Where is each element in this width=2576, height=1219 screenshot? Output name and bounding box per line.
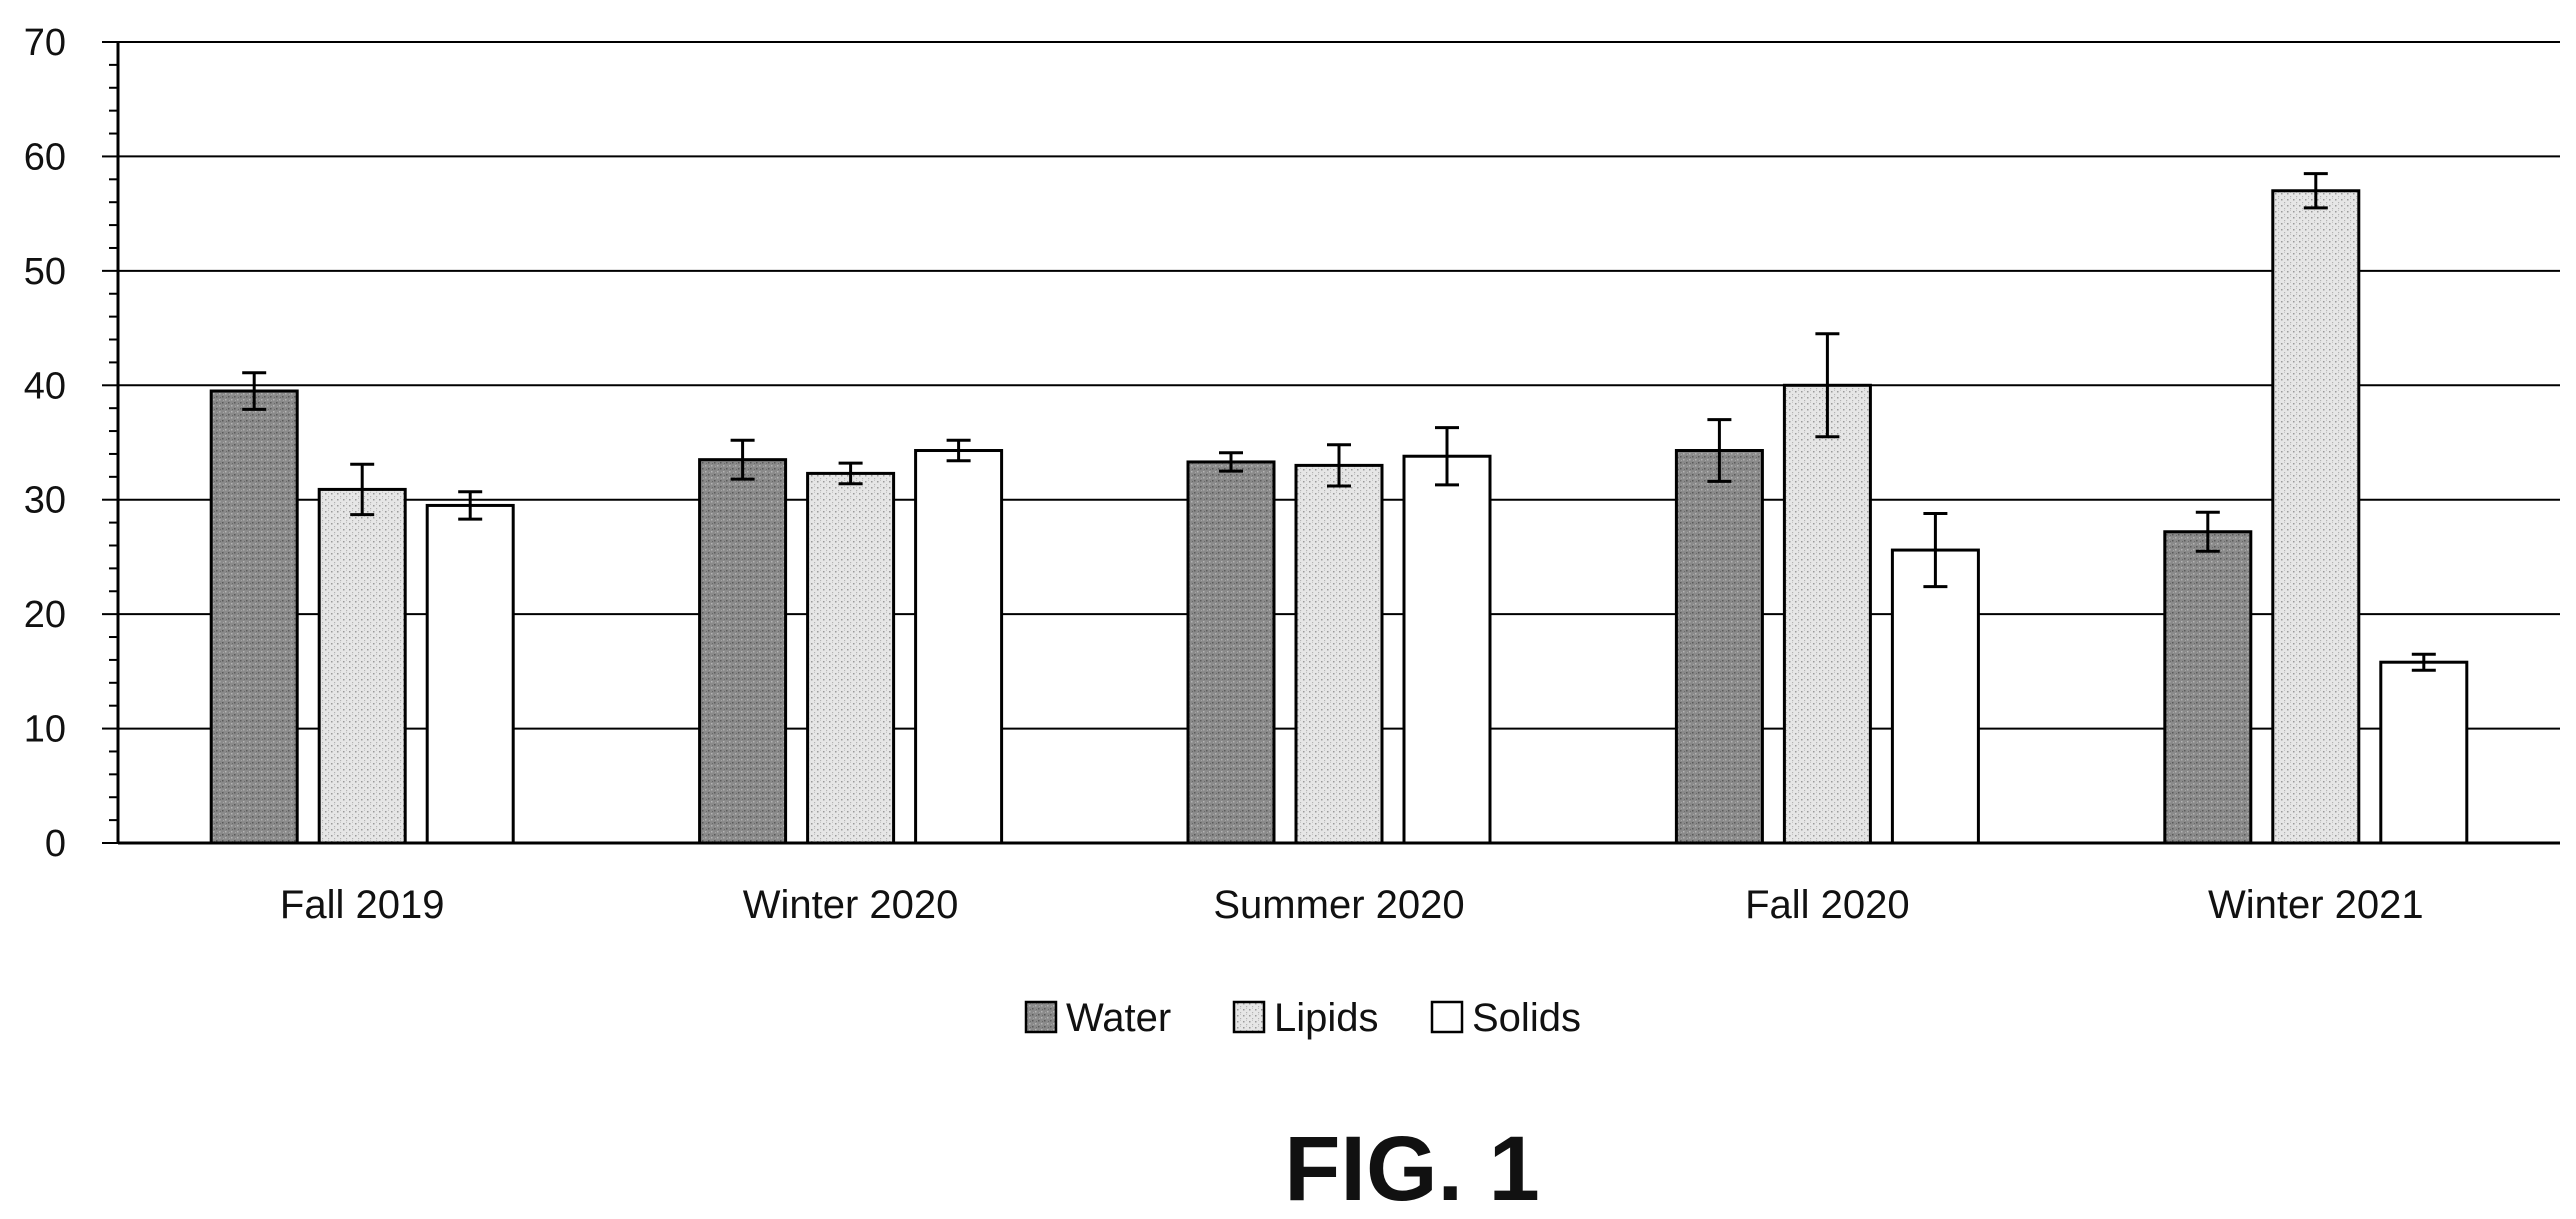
y-tick-label: 70 bbox=[24, 22, 66, 64]
x-category-label: Winter 2021 bbox=[2208, 883, 2424, 927]
x-category-label: Fall 2019 bbox=[280, 883, 445, 927]
x-category-label: Winter 2020 bbox=[743, 883, 959, 927]
bar-water-5 bbox=[2163, 530, 2253, 845]
x-category-label: Summer 2020 bbox=[1213, 883, 1464, 927]
bar-solids-3 bbox=[1402, 454, 1492, 845]
bar-lipids-4 bbox=[1782, 383, 1872, 845]
legend-label-solids: Solids bbox=[1472, 996, 1581, 1040]
y-tick-label: 40 bbox=[24, 365, 66, 407]
bar-water-2 bbox=[698, 458, 788, 845]
y-tick-label: 10 bbox=[24, 709, 66, 751]
bar-lipids-3 bbox=[1294, 463, 1384, 845]
legend-swatch-lipids bbox=[1232, 1000, 1266, 1034]
y-tick-label: 60 bbox=[24, 136, 66, 178]
bar-solids-5 bbox=[2379, 660, 2469, 845]
bar-water-3 bbox=[1186, 460, 1276, 845]
y-tick-label: 0 bbox=[45, 823, 66, 865]
bar-water-4 bbox=[1674, 449, 1764, 845]
bar-solids-4 bbox=[1890, 548, 1980, 845]
bar-water-1 bbox=[209, 389, 299, 845]
bar-solids-1 bbox=[425, 503, 515, 845]
legend: Water Lipids Solids bbox=[1024, 996, 1581, 1040]
y-tick-label: 50 bbox=[24, 251, 66, 293]
bar-lipids-1 bbox=[317, 487, 407, 845]
axis-labels: 0 10 20 30 40 50 60 70 Fall 2019 Winter 2020 Summe… bbox=[24, 22, 2424, 927]
x-category-label: Fall 2020 bbox=[1745, 883, 1910, 927]
bars bbox=[209, 189, 2469, 845]
error-bars bbox=[242, 172, 2436, 672]
legend-swatch-solids bbox=[1430, 1000, 1464, 1034]
legend-swatch-water bbox=[1024, 1000, 1058, 1034]
bar-solids-2 bbox=[914, 449, 1004, 845]
figure-caption: FIG. 1 bbox=[1284, 1118, 1540, 1219]
bar-lipids-2 bbox=[806, 471, 896, 845]
legend-label-lipids: Lipids bbox=[1274, 996, 1379, 1040]
legend-label-water: Water bbox=[1066, 996, 1171, 1040]
y-tick-label: 20 bbox=[24, 594, 66, 636]
y-tick-label: 30 bbox=[24, 480, 66, 522]
bar-lipids-5 bbox=[2271, 189, 2361, 845]
